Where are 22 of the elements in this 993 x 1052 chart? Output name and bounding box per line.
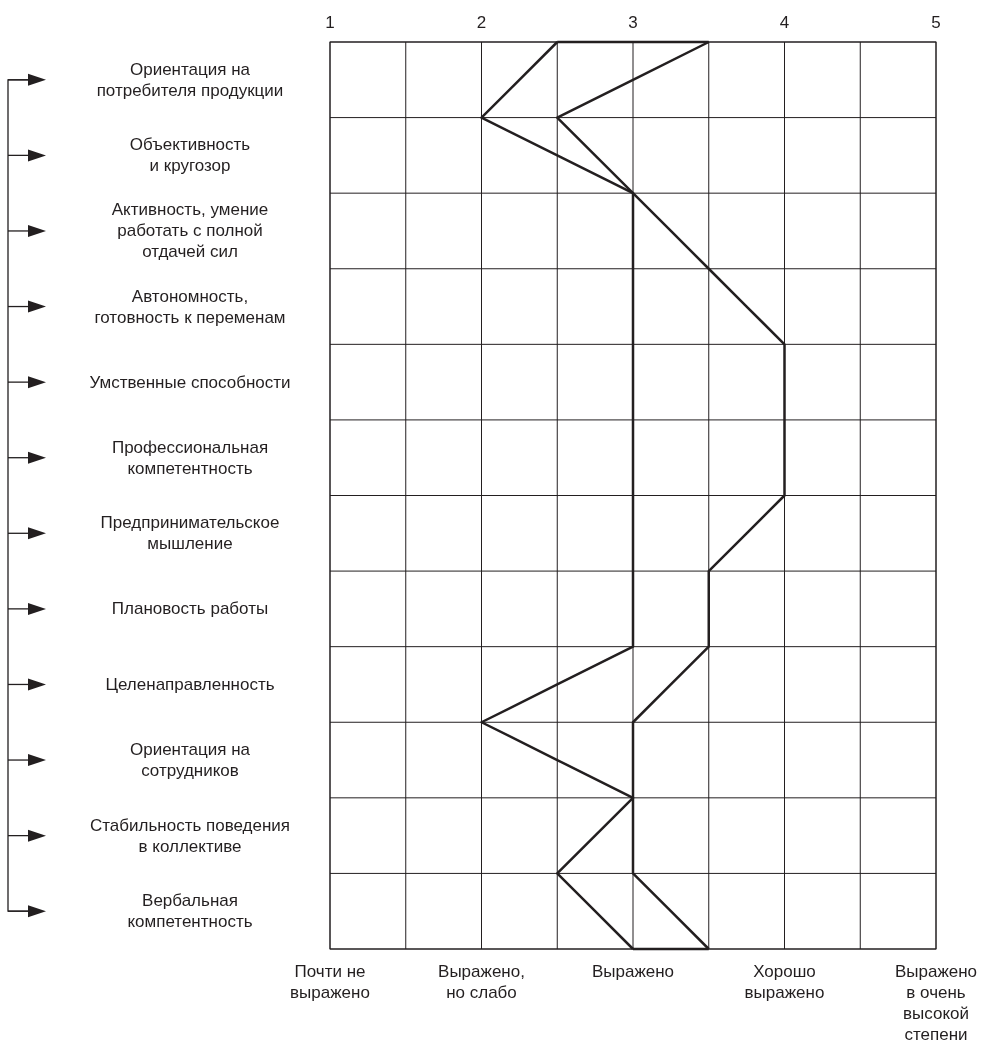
x-tick-label: 4: [779, 13, 790, 32]
y-tick-label: Умственные способности: [89, 372, 291, 392]
x-tick-label: 2: [476, 13, 487, 32]
y-tick-label: Автономность, готовность к переменам: [94, 286, 286, 327]
x-tick-label: 1: [325, 13, 335, 32]
text: Выражено: [591, 962, 675, 981]
x-tick-label: 5: [931, 13, 941, 32]
y-tick-label: Стабильность поведения в коллективе: [89, 815, 291, 856]
text: Выражено, но слабо: [438, 962, 525, 1002]
y-tick-label: Предпринимательское мышление: [100, 513, 280, 554]
y-tick-label: Ориентация на сотрудников: [129, 740, 251, 781]
y-tick-label: Вербальная компетентность: [127, 891, 253, 932]
x-tick-label: 3: [628, 13, 638, 32]
text: Хорошо выражено: [744, 962, 825, 1002]
y-tick-label: Целенаправленность: [105, 674, 275, 694]
y-tick-label: Объективность и кругозор: [129, 135, 251, 176]
text: Выражено в очень высокой степени: [894, 962, 978, 1044]
y-tick-label: Ориентация на потребителя продукции: [96, 59, 284, 100]
y-tick-label: Плановость работы: [111, 599, 269, 619]
text: Почти не выражено: [290, 962, 370, 1002]
y-tick-label: Активность, умение работать с полной отдачей сил: [111, 200, 269, 262]
y-tick-label: Профессиональная компетентность: [111, 437, 269, 478]
